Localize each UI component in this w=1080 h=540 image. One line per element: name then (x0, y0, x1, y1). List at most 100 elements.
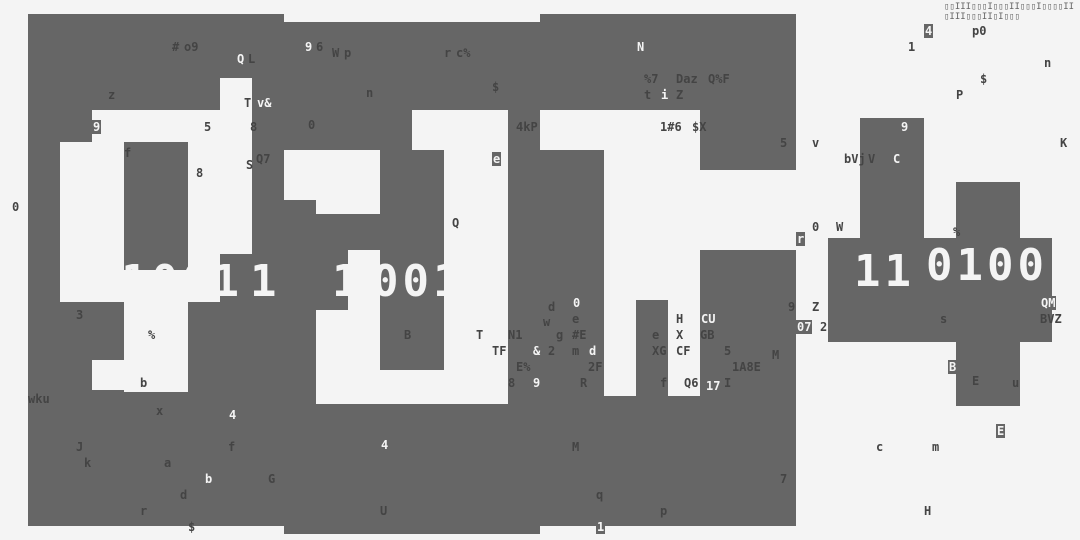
glyph: x (156, 404, 164, 418)
glyph: e (492, 152, 502, 166)
glyph: 9 (532, 376, 542, 390)
glyph: v (812, 136, 820, 150)
glyph: 2F (588, 360, 603, 374)
glyph: wku (28, 392, 50, 406)
glyph: 8 (250, 120, 258, 134)
glyph: p0 (972, 24, 987, 38)
glyph: Q (452, 216, 460, 230)
light-shape-tl (220, 78, 252, 110)
glyph: 4 (924, 24, 934, 38)
glyph: S (246, 158, 254, 172)
glyph: 7 (780, 472, 788, 486)
big-digits-1: 1:1001 (60, 256, 243, 307)
glyph: Q6 (684, 376, 699, 390)
glyph: W (332, 46, 340, 60)
glyph: u (1012, 376, 1020, 390)
glyph: 0 (572, 296, 582, 310)
glyph: q (596, 488, 604, 502)
glyph: % (953, 225, 961, 239)
glyph: d (588, 344, 598, 358)
glyph: b (204, 472, 214, 486)
glyph: 07 (796, 320, 813, 334)
glyph: N (636, 40, 646, 54)
glyph: 6 (316, 40, 324, 54)
glyph: $ (492, 80, 500, 94)
light-shape-left (92, 110, 252, 142)
dark-inner-left (124, 142, 188, 270)
glyph: i (660, 88, 670, 102)
glyph: & (532, 344, 542, 358)
glyph: b (140, 376, 148, 390)
glyph: 2 (548, 344, 556, 358)
glyph: J (76, 440, 84, 454)
glyph: 8 (508, 376, 516, 390)
glyph: K (1060, 136, 1068, 150)
glyph: r (140, 504, 148, 518)
glyph: X (676, 328, 684, 342)
dark-inner-mid (380, 150, 444, 370)
glyph: 2 (820, 320, 828, 334)
glyph: Z (676, 88, 684, 102)
glyph: 8 (196, 166, 204, 180)
glyph: 17 (705, 379, 722, 393)
light-shape-right (540, 110, 700, 150)
glyph: M (772, 348, 780, 362)
glyph: H (676, 312, 684, 326)
glyph-strip: ▯▯III▯▯▯I▯▯▯II▯▯▯I▯▯▯▯II▯III▯▯▯II▯I▯▯▯ (944, 2, 1075, 22)
glyph: z (108, 88, 116, 102)
glyph: 0 (812, 220, 820, 234)
glyph: 9 (788, 300, 796, 314)
glyph: o9 (184, 40, 199, 54)
glyph: C (892, 152, 902, 166)
glyph: 4 (228, 408, 238, 422)
glyph: bVj (844, 152, 866, 166)
dark-cluster-right (860, 118, 924, 248)
glyph: r (796, 232, 806, 246)
glyph: 9 (900, 120, 910, 134)
big-digits-5: 11 (606, 248, 667, 299)
glyph: T (476, 328, 484, 342)
glyph: $ (188, 520, 196, 534)
dark-cluster-right-3 (956, 182, 1020, 406)
glyph: 1#6 (660, 120, 682, 134)
bottom-extension (284, 526, 540, 534)
glyph: # (172, 40, 180, 54)
big-digits-2: 1 (250, 256, 281, 307)
glyph: 0 (308, 118, 316, 132)
glyph: GB (700, 328, 715, 342)
glyph: d (548, 300, 556, 314)
glyph: L (248, 52, 256, 66)
glyph: n (1044, 56, 1052, 70)
glyph: R (580, 376, 588, 390)
glyph: 5 (724, 344, 732, 358)
glyph: U (380, 504, 388, 518)
glyph: 3 (76, 308, 84, 322)
glyph: Q7 (256, 152, 271, 166)
glyph: c (876, 440, 884, 454)
top-notch (284, 14, 540, 22)
glyph: f (124, 146, 132, 160)
glyph: BVZ (1040, 312, 1062, 326)
glyph: W (836, 220, 844, 234)
light-shape-mid-2 (284, 150, 316, 200)
big-digits-6: 1 (756, 248, 787, 299)
glyph: E% (516, 360, 531, 374)
dark-inner-right (636, 300, 668, 396)
glyph: CU (700, 312, 717, 326)
glyph: 1A8E (732, 360, 761, 374)
glyph: %7 (644, 72, 659, 86)
glyph: w (543, 315, 551, 329)
glyph: B (948, 360, 958, 374)
glyph: $ (980, 72, 988, 86)
glyph: t (644, 88, 652, 102)
glyph: f (660, 376, 668, 390)
glyph: e (652, 328, 660, 342)
glyph: s (940, 312, 948, 326)
glyph: 1 (908, 40, 916, 54)
glyph: G (268, 472, 276, 486)
big-digits-8: 0100 (926, 240, 1048, 291)
big-digits-7: 11 (854, 246, 915, 297)
glyph: e (572, 312, 580, 326)
glyph: 9 (92, 120, 102, 134)
glyph: 4kP (516, 120, 538, 134)
